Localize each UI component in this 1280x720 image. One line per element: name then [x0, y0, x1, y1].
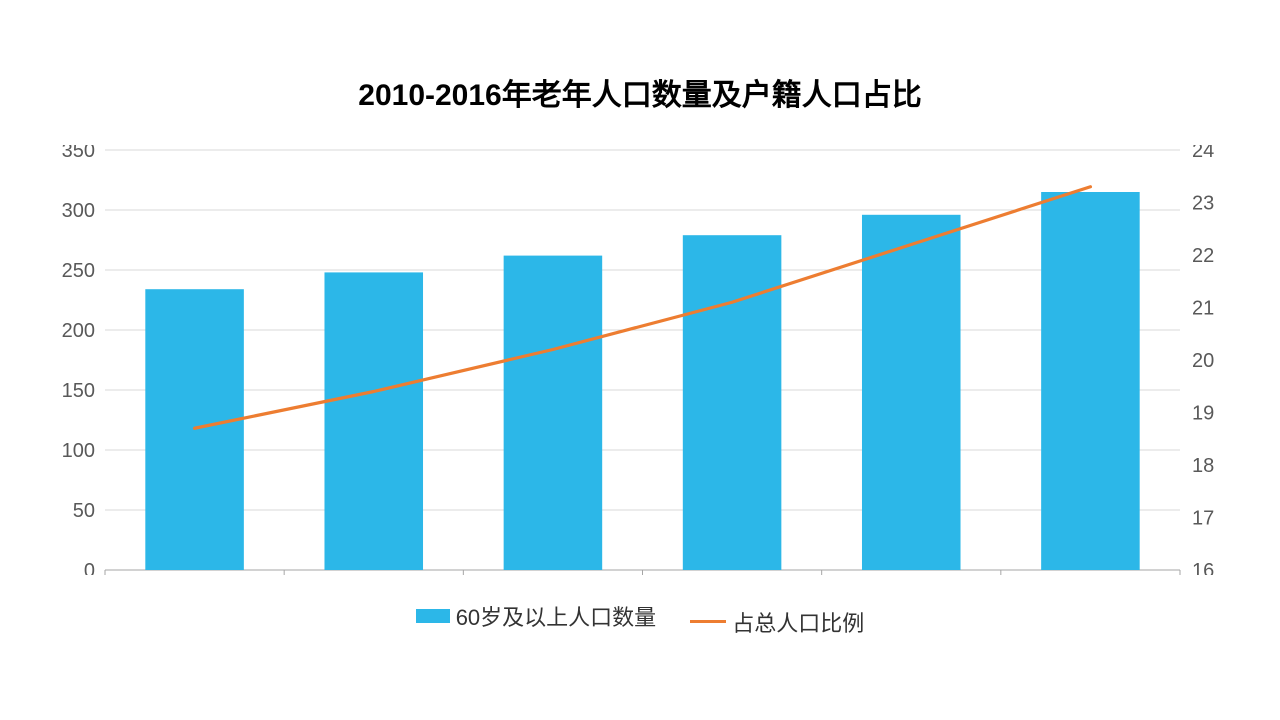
legend-item-line: 占总人口比例 [690, 606, 864, 638]
y-right-tick-label: 19 [1192, 403, 1214, 425]
y-right-tick-label: 23 [1192, 193, 1214, 215]
y-left-tick-label: 350 [62, 145, 95, 162]
bar [683, 235, 782, 570]
legend-swatch-line [690, 620, 726, 623]
bar [324, 272, 423, 570]
legend-item-bars: 60岁及以上人口数量 [416, 600, 656, 632]
chart-title: 2010-2016年老年人口数量及户籍人口占比 [0, 70, 1280, 114]
combo-bar-line-chart: 0 50 100 150 200 250 300 350 16 17 18 19 20 21 22 23 24 [45, 145, 1240, 575]
y-left-tick-label: 200 [62, 320, 95, 342]
y-left-tick-label: 150 [62, 380, 95, 402]
y-right-tick-label: 24 [1192, 145, 1214, 162]
y-right-tick-label: 22 [1192, 245, 1214, 267]
y-left-tick-label: 0 [84, 560, 95, 575]
chart-legend: 60岁及以上人口数量 占总人口比例 [0, 600, 1280, 638]
bar [862, 215, 961, 570]
y-left-tick-label: 100 [62, 440, 95, 462]
y-right-tick-label: 20 [1192, 350, 1214, 372]
y-right-tick-label: 21 [1192, 298, 1214, 320]
y-left-tick-label: 50 [73, 500, 95, 522]
y-left-tick-label: 300 [62, 200, 95, 222]
legend-swatch-bar [416, 609, 450, 623]
y-right-tick-label: 16 [1192, 560, 1214, 575]
legend-bar-label: 60岁及以上人口数量 [456, 600, 656, 632]
y-left-tick-label: 250 [62, 260, 95, 282]
y-right-tick-label: 18 [1192, 455, 1214, 477]
y-right-tick-label: 17 [1192, 508, 1214, 530]
legend-line-label: 占总人口比例 [732, 606, 864, 638]
bar [1041, 192, 1140, 570]
bar [504, 256, 603, 570]
